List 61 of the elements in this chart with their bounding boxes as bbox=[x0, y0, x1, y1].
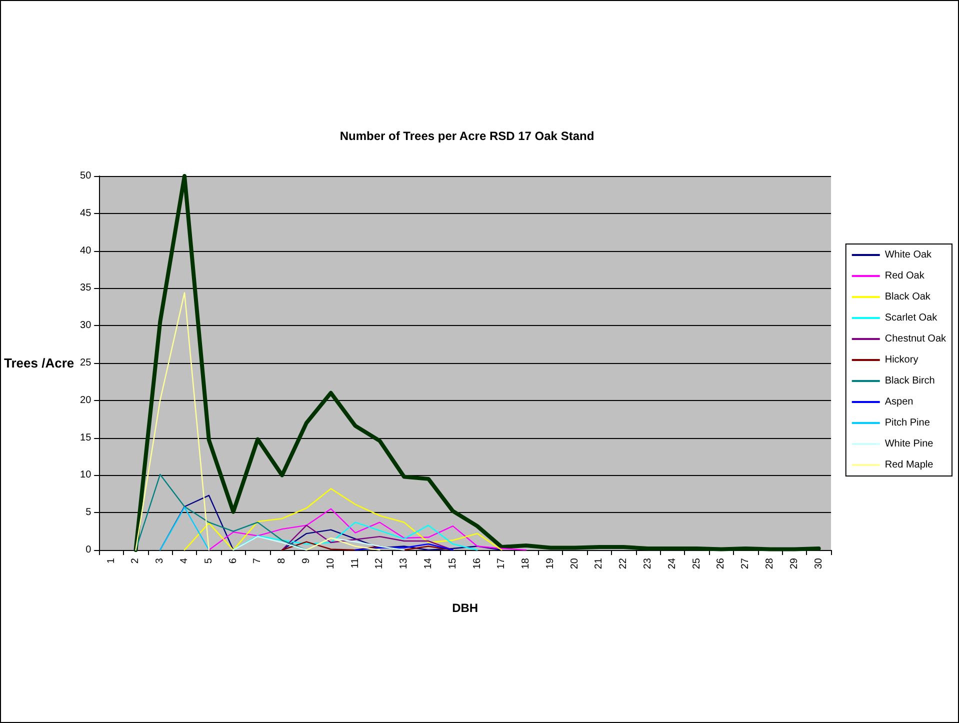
x-tick-label: 6 bbox=[228, 558, 239, 564]
y-tick-label: 15 bbox=[80, 432, 92, 444]
x-tick-label: 21 bbox=[594, 558, 605, 570]
x-tick-label: 20 bbox=[569, 558, 580, 570]
x-tick-label: 16 bbox=[472, 558, 483, 570]
x-tick-label: 24 bbox=[666, 558, 678, 570]
line-series bbox=[281, 524, 454, 551]
legend-label: Black Birch bbox=[884, 376, 935, 386]
x-axis-title: DBH bbox=[452, 601, 478, 615]
x-tick-label: 5 bbox=[203, 558, 214, 564]
x-tick-label: 30 bbox=[813, 558, 824, 570]
x-tick-label: 2 bbox=[130, 558, 142, 564]
x-tick-label: 13 bbox=[398, 558, 410, 570]
x-tick-label: 26 bbox=[716, 558, 727, 570]
y-axis-title: Trees /Acre bbox=[4, 356, 74, 370]
line-series bbox=[208, 508, 527, 551]
x-tick-label: 29 bbox=[788, 558, 800, 570]
x-tick-label: 22 bbox=[618, 558, 630, 570]
y-tick-label: 5 bbox=[86, 507, 92, 518]
legend-label: Hickory bbox=[884, 354, 918, 366]
y-tick-label: 10 bbox=[80, 470, 92, 481]
y-tick-label: 40 bbox=[80, 245, 92, 256]
x-tick-label: 28 bbox=[764, 558, 776, 570]
x-tick-label: 11 bbox=[350, 558, 361, 568]
line-series bbox=[134, 174, 821, 552]
legend-label: Pitch Pine bbox=[884, 418, 930, 428]
legend-label: Aspen bbox=[884, 396, 914, 408]
line-series bbox=[184, 488, 502, 551]
chart-title: Number of Trees per Acre RSD 17 Oak Stand bbox=[340, 129, 594, 143]
x-tick-label: 12 bbox=[374, 558, 386, 570]
y-tick-label: 30 bbox=[80, 320, 92, 332]
legend-label: Scarlet Oak bbox=[884, 312, 938, 324]
y-tick-label: 25 bbox=[80, 358, 92, 368]
x-tick-label: 1 bbox=[106, 558, 117, 564]
x-tick-label: 14 bbox=[422, 558, 434, 570]
legend-label: White Oak bbox=[884, 250, 933, 260]
legend-label: Black Oak bbox=[884, 292, 932, 302]
y-tick-label: 50 bbox=[80, 170, 92, 182]
y-tick-label: 45 bbox=[80, 208, 92, 219]
legend-label: White Pine bbox=[884, 438, 934, 450]
legend-label: Red Oak bbox=[884, 270, 926, 282]
x-tick-label: 15 bbox=[447, 558, 458, 570]
legend-label: Red Maple bbox=[884, 460, 934, 470]
y-tick-label: 0 bbox=[86, 544, 92, 556]
x-tick-label: 19 bbox=[544, 558, 556, 570]
x-tick-label: 17 bbox=[496, 558, 508, 570]
line-series bbox=[135, 474, 308, 551]
legend-label: Chestnut Oak bbox=[884, 334, 947, 344]
y-tick-label: 35 bbox=[80, 282, 92, 294]
line-series bbox=[232, 522, 478, 551]
x-tick-label: 8 bbox=[276, 558, 288, 564]
x-tick-label: 18 bbox=[520, 558, 532, 570]
y-tick-label: 20 bbox=[80, 394, 92, 406]
x-tick-label: 25 bbox=[691, 558, 702, 570]
x-tick-label: 23 bbox=[642, 558, 654, 570]
x-tick-label: 3 bbox=[154, 558, 166, 564]
x-tick-label: 7 bbox=[252, 558, 264, 564]
x-tick-label: 10 bbox=[325, 558, 336, 570]
x-tick-label: 4 bbox=[179, 558, 190, 564]
x-tick-label: 27 bbox=[740, 558, 752, 570]
x-tick-label: 9 bbox=[300, 558, 312, 564]
